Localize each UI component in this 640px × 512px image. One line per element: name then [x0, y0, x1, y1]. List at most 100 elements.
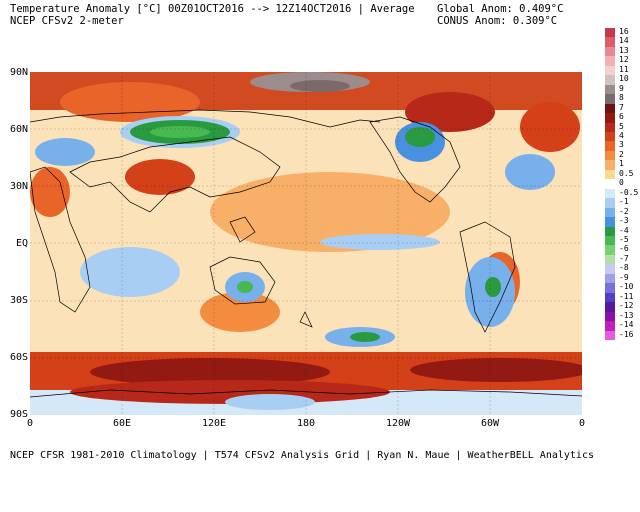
lon-label-120w: 120W [385, 418, 411, 429]
colorbar-row: 10 [605, 74, 639, 85]
colorbar-label: -14 [619, 320, 634, 330]
lat-label-60n: 60N [9, 124, 28, 135]
colorbar-label: -0.5 [619, 187, 639, 197]
colorbar-row: -12 [605, 301, 639, 312]
colorbar-swatch [605, 264, 615, 274]
colorbar-row: 1 [605, 159, 639, 170]
colorbar-row: 0 [605, 178, 639, 189]
colorbar-label: -4 [619, 225, 629, 235]
colorbar-row: 9 [605, 83, 639, 95]
colorbar-label: -8 [619, 263, 629, 273]
colorbar-label: 6 [619, 112, 624, 122]
colorbar-row: 12 [605, 55, 639, 66]
colorbar-row: -7 [605, 253, 639, 265]
colorbar-label: -6 [619, 244, 629, 254]
colorbar-row: -1 [605, 197, 639, 208]
colorbar-swatch [605, 141, 615, 151]
title-line-2: NCEP CFSv2 2-meter [10, 15, 124, 27]
colorbar-label: 1 [619, 159, 624, 169]
colorbar-label: 14 [619, 36, 629, 46]
colorbar-swatch [605, 188, 615, 199]
colorbar-swatch [605, 245, 615, 255]
colorbar-row: -14 [605, 320, 639, 331]
lon-label-180: 180 [296, 418, 316, 429]
colorbar-swatch [605, 226, 615, 236]
lat-label-30s: 30S [9, 295, 28, 306]
conus-anomaly: CONUS Anom: 0.309°C [437, 15, 558, 27]
colorbar-row: -3 [605, 216, 639, 227]
title-line-1: Temperature Anomaly [°C] 00Z01OCT2016 --… [10, 3, 415, 15]
colorbar-swatch [605, 179, 615, 189]
colorbar-row: -8 [605, 263, 639, 274]
colorbar-swatch [605, 28, 615, 38]
lat-label-60s: 60S [9, 352, 28, 363]
colorbar-row: 2 [605, 150, 639, 161]
colorbar-label: -2 [619, 206, 629, 216]
colorbar-row: 11 [605, 65, 639, 76]
colorbar-swatch [605, 198, 615, 208]
colorbar-label: -1 [619, 197, 629, 207]
graticule [30, 72, 582, 415]
colorbar-swatch [605, 207, 615, 218]
colorbar-label: 7 [619, 102, 624, 112]
colorbar-label: 0.5 [619, 168, 634, 178]
colorbar-row: -6 [605, 244, 639, 255]
colorbar-label: -9 [619, 272, 629, 282]
colorbar-swatch [605, 283, 615, 293]
lon-label-60e: 60E [112, 418, 132, 429]
colorbar-swatch [605, 302, 615, 312]
colorbar-label: -3 [619, 216, 629, 226]
colorbar-swatch [605, 75, 615, 85]
colorbar-row: 16 [605, 27, 639, 38]
colorbar-label: -10 [619, 282, 634, 292]
colorbar-label: 4 [619, 130, 624, 140]
colorbar-label: -11 [619, 291, 634, 301]
colorbar-swatch [605, 122, 615, 132]
colorbar-label: 9 [619, 83, 624, 93]
colorbar-label: 3 [619, 140, 624, 150]
colorbar-swatch [605, 160, 615, 170]
colorbar-row: 13 [605, 45, 639, 57]
colorbar-swatch [605, 150, 615, 161]
colorbar-swatch [605, 254, 615, 265]
global-anomaly: Global Anom: 0.409°C [437, 3, 564, 15]
colorbar-label: 12 [619, 55, 629, 65]
colorbar-label: -7 [619, 253, 629, 263]
colorbar-row: 8 [605, 93, 639, 104]
colorbar-swatch [605, 94, 615, 104]
coastlines [30, 109, 582, 398]
colorbar-label: 0 [619, 178, 624, 188]
colorbar-swatch [605, 169, 615, 180]
colorbar-row: -4 [605, 225, 639, 236]
colorbar-row: -9 [605, 272, 639, 284]
footer-credits: NCEP CFSR 1981-2010 Climatology | T574 C… [10, 450, 594, 461]
colorbar-row: -5 [605, 235, 639, 246]
colorbar-label: 16 [619, 27, 629, 36]
lon-label-60w: 60W [480, 418, 500, 429]
colorbar-swatch [605, 131, 615, 142]
colorbar-row: 6 [605, 112, 639, 123]
colorbar-label: -13 [619, 310, 634, 320]
colorbar-swatch [605, 56, 615, 66]
colorbar-swatch [605, 292, 615, 303]
colorbar-row: 5 [605, 122, 639, 132]
colorbar-swatch [605, 235, 615, 246]
colorbar-swatch [605, 65, 615, 76]
colorbar-swatch [605, 103, 615, 114]
colorbar-row: 4 [605, 130, 639, 142]
colorbar-label: 10 [619, 74, 629, 84]
lat-label-eq: EQ [15, 238, 28, 249]
colorbar-swatch [605, 46, 615, 57]
colorbar-swatch [605, 273, 615, 284]
colorbar-swatch [605, 321, 615, 331]
colorbar-label: -12 [619, 301, 634, 311]
colorbar-row: 0.5 [605, 168, 639, 180]
colorbar-swatch [605, 330, 615, 340]
colorbar-swatch [605, 217, 615, 227]
colorbar-swatch [605, 84, 615, 95]
lat-label-30n: 30N [9, 181, 28, 192]
lon-label-120e: 120E [201, 418, 227, 429]
lon-label-0-left: 0 [26, 418, 34, 429]
colorbar-swatch [605, 37, 615, 47]
colorbar-label: 13 [619, 45, 629, 55]
